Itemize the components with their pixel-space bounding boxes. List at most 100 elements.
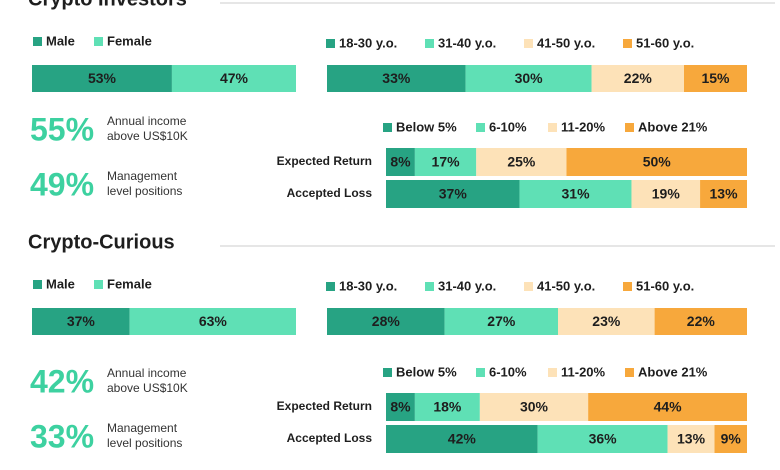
bar-segment <box>654 308 747 335</box>
legend-label: 18-30 y.o. <box>339 278 397 293</box>
legend-label: 11-20% <box>561 119 606 134</box>
bar-segment <box>566 148 747 176</box>
bar-segment <box>631 180 701 208</box>
bar-segment <box>479 393 589 421</box>
bar-segment <box>129 308 296 335</box>
value-label: 31% <box>562 186 591 202</box>
legend-swatch <box>524 39 533 48</box>
legend-label: Above 21% <box>638 119 708 134</box>
bar-segment <box>714 425 747 453</box>
value-label: 53% <box>88 70 117 86</box>
value-label: 22% <box>687 313 716 329</box>
bar-segment <box>667 425 715 453</box>
legend-swatch <box>326 39 335 48</box>
bar-segment <box>465 65 592 92</box>
stat-label: Annual income <box>107 114 187 128</box>
value-label: 30% <box>520 399 549 415</box>
bar-segment <box>537 425 668 453</box>
value-label: 17% <box>432 154 461 170</box>
legend-label: Male <box>46 276 75 291</box>
row-label: Expected Return <box>277 154 372 168</box>
value-label: 9% <box>721 431 742 447</box>
stat-label: above US$10K <box>107 129 188 143</box>
value-label: 18% <box>433 399 462 415</box>
bar-segment <box>386 425 538 453</box>
legend-label: Below 5% <box>396 364 457 379</box>
legend-label: 41-50 y.o. <box>537 278 595 293</box>
value-label: 42% <box>448 431 477 447</box>
bar-segment <box>327 65 466 92</box>
legend-label: 41-50 y.o. <box>537 35 595 50</box>
bar-segment <box>386 393 415 421</box>
bar-segment <box>32 308 130 335</box>
legend-swatch <box>425 282 434 291</box>
value-label: 23% <box>592 313 621 329</box>
bar-segment <box>476 148 567 176</box>
legend-swatch <box>33 37 42 46</box>
legend-label: 31-40 y.o. <box>438 278 496 293</box>
bar-segment <box>32 65 172 92</box>
bar-segment <box>700 180 747 208</box>
stat-figure: 55% <box>30 111 94 147</box>
legend-swatch <box>623 39 632 48</box>
row-label: Expected Return <box>277 399 372 413</box>
value-label: 13% <box>710 186 739 202</box>
legend-swatch <box>383 123 392 132</box>
stat-label: level positions <box>107 184 182 198</box>
legend-swatch <box>476 368 485 377</box>
legend-label: 51-60 y.o. <box>636 278 694 293</box>
stat-label: above US$10K <box>107 381 188 395</box>
bar-segment <box>519 180 632 208</box>
bar-segment <box>414 393 480 421</box>
value-label: 63% <box>199 313 228 329</box>
value-label: 27% <box>487 313 516 329</box>
bar-segment <box>414 148 477 176</box>
legend-label: 18-30 y.o. <box>339 35 397 50</box>
stat-figure: 33% <box>30 418 94 454</box>
bar-segment <box>558 308 655 335</box>
stat-figure: 49% <box>30 166 94 202</box>
legend-swatch <box>524 282 533 291</box>
section-title: Crypto-Curious <box>28 231 175 253</box>
value-label: 30% <box>515 70 544 86</box>
value-label: 50% <box>643 154 672 170</box>
legend-swatch <box>625 368 634 377</box>
value-label: 37% <box>439 186 468 202</box>
legend-swatch <box>383 368 392 377</box>
legend-swatch <box>548 123 557 132</box>
value-label: 22% <box>624 70 653 86</box>
bar-segment <box>684 65 747 92</box>
section-title: Crypto Investors <box>28 0 187 10</box>
legend-swatch <box>326 282 335 291</box>
legend-label: Male <box>46 33 75 48</box>
legend-label: Above 21% <box>638 364 708 379</box>
stat-label: level positions <box>107 436 182 450</box>
bar-segment <box>591 65 684 92</box>
bar-segment <box>386 148 415 176</box>
legend-label: 31-40 y.o. <box>438 35 496 50</box>
row-label: Accepted Loss <box>287 431 373 445</box>
value-label: 8% <box>390 154 411 170</box>
value-label: 15% <box>701 70 730 86</box>
value-label: 28% <box>372 313 401 329</box>
legend-swatch <box>625 123 634 132</box>
value-label: 33% <box>382 70 411 86</box>
legend-swatch <box>548 368 557 377</box>
value-label: 13% <box>677 431 706 447</box>
legend-swatch <box>94 280 103 289</box>
stat-figure: 42% <box>30 363 94 399</box>
row-label: Accepted Loss <box>287 186 373 200</box>
bar-segment <box>588 393 747 421</box>
value-label: 8% <box>390 399 411 415</box>
bar-segment <box>327 308 445 335</box>
bar-segment <box>171 65 296 92</box>
value-label: 36% <box>589 431 618 447</box>
legend-label: 11-20% <box>561 364 606 379</box>
legend-swatch <box>425 39 434 48</box>
value-label: 44% <box>654 399 683 415</box>
legend-label: 6-10% <box>489 119 527 134</box>
legend-swatch <box>94 37 103 46</box>
bar-segment <box>444 308 558 335</box>
value-label: 47% <box>220 70 249 86</box>
